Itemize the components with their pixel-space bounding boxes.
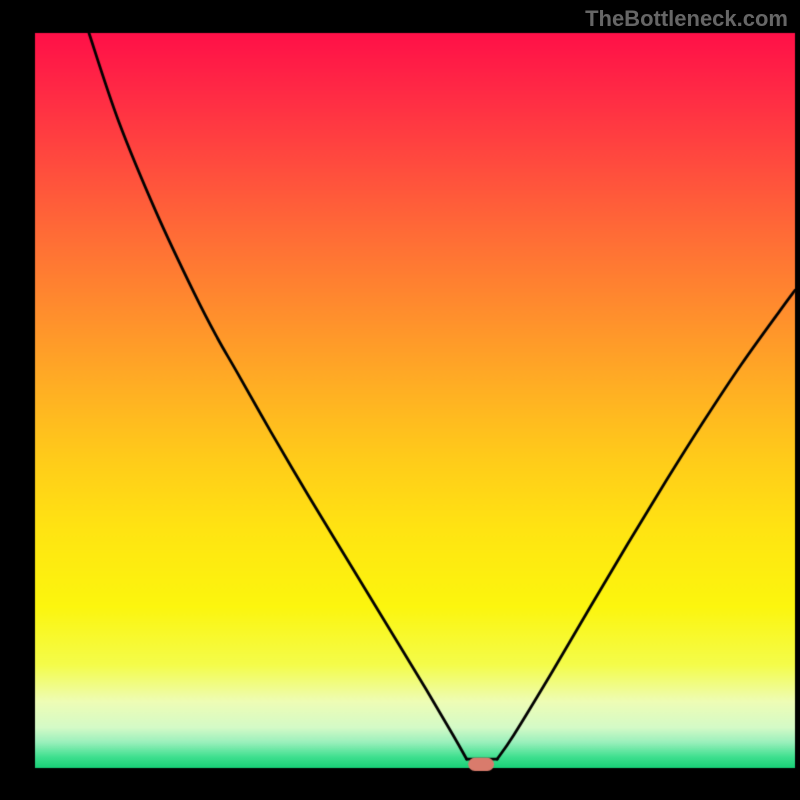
watermark-text: TheBottleneck.com bbox=[585, 6, 788, 32]
chart-container: TheBottleneck.com bbox=[0, 0, 800, 800]
bottleneck-curve bbox=[0, 0, 800, 800]
